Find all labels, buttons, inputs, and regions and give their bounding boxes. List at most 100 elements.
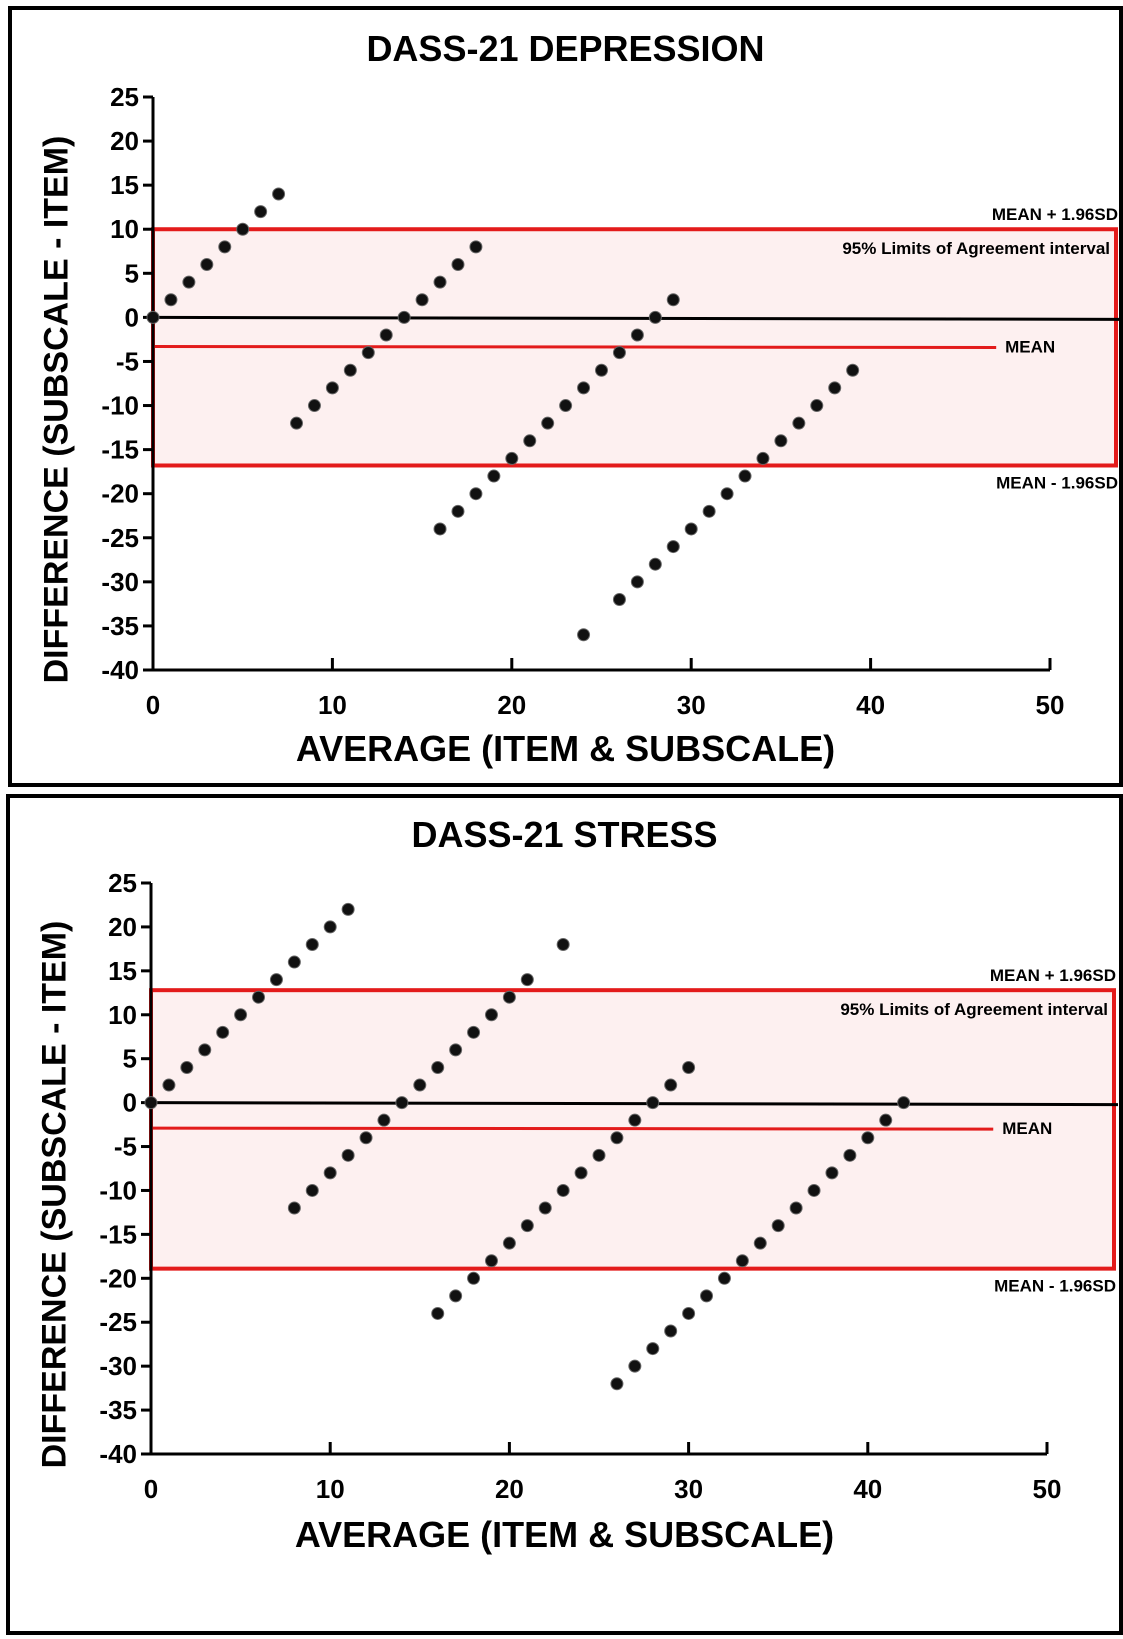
y-tick-label: -15 (99, 1219, 137, 1249)
data-point (701, 1290, 713, 1302)
data-point (201, 258, 213, 270)
zero-line (151, 1103, 1118, 1105)
data-point (291, 417, 303, 429)
y-tick-label: -30 (101, 567, 139, 597)
data-point (360, 1132, 372, 1144)
y-tick-label: -40 (99, 1439, 137, 1469)
data-point (826, 1167, 838, 1179)
data-point (575, 1167, 587, 1179)
data-point (596, 364, 608, 376)
x-tick-label: 0 (144, 1474, 158, 1504)
data-point (829, 382, 841, 394)
data-point (199, 1044, 211, 1056)
data-point (255, 206, 267, 218)
y-tick-label: 15 (108, 956, 137, 986)
data-point (273, 188, 285, 200)
data-point (611, 1378, 623, 1390)
interval-label: 95% Limits of Agreement interval (840, 1000, 1108, 1019)
data-point (308, 400, 320, 412)
y-tick-label: -15 (101, 435, 139, 465)
data-point (342, 903, 354, 915)
data-point (306, 1184, 318, 1196)
data-point (183, 276, 195, 288)
data-point (452, 258, 464, 270)
data-point (468, 1026, 480, 1038)
data-point (808, 1184, 820, 1196)
data-point (790, 1202, 802, 1214)
data-point (539, 1202, 551, 1214)
data-point (542, 417, 554, 429)
data-point (237, 223, 249, 235)
data-point (432, 1061, 444, 1073)
y-tick-label: -10 (101, 391, 139, 421)
y-axis-label: DIFFERENCE (SUBSCALE - ITEM) (38, 110, 77, 710)
data-point (739, 470, 751, 482)
y-tick-label: 0 (123, 1088, 137, 1118)
x-tick-label: 0 (146, 690, 160, 720)
data-point (649, 311, 661, 323)
data-point (631, 576, 643, 588)
x-tick-label: 40 (853, 1474, 882, 1504)
data-point (452, 505, 464, 517)
data-point (629, 1114, 641, 1126)
plot-area: 2520151050-5-10-15-20-25-30-35-400 10 20 30… (12, 10, 1123, 791)
data-point (665, 1325, 677, 1337)
data-point (434, 276, 446, 288)
plot-area: 2520151050-5-10-15-20-25-30-35-400 10 20 30… (10, 798, 1123, 1639)
mean-label: MEAN (1005, 337, 1055, 356)
data-point (757, 452, 769, 464)
data-point (811, 400, 823, 412)
y-tick-label: 20 (108, 912, 137, 942)
x-tick-label: 20 (497, 690, 526, 720)
data-point (772, 1220, 784, 1232)
y-tick-label: -35 (99, 1395, 137, 1425)
chart-panel-stress: DASS-21 STRESS 25 20 15 10 5 0 -5 -10 -15 -20 -25-… (6, 794, 1123, 1635)
data-point (485, 1009, 497, 1021)
data-point (683, 1061, 695, 1073)
data-point (288, 956, 300, 968)
data-point (613, 347, 625, 359)
data-point (665, 1079, 677, 1091)
data-point (667, 294, 679, 306)
y-tick-label: -25 (99, 1307, 137, 1337)
y-tick-label: 15 (110, 170, 139, 200)
data-point (647, 1343, 659, 1355)
x-tick-label: 20 (495, 1474, 524, 1504)
x-tick-label: 30 (674, 1474, 703, 1504)
data-point (506, 452, 518, 464)
x-tick-label: 40 (856, 690, 885, 720)
data-point (736, 1255, 748, 1267)
data-point (270, 974, 282, 986)
data-point (703, 505, 715, 517)
y-tick-label: 10 (110, 214, 139, 244)
y-tick-label: 5 (125, 258, 139, 288)
data-point (847, 364, 859, 376)
y-tick-label: -30 (99, 1351, 137, 1381)
x-tick-label: 30 (677, 690, 706, 720)
y-tick-label: 25 (110, 82, 139, 112)
y-tick-label: 25 (108, 868, 137, 898)
y-axis-label: DIFFERENCE (SUBSCALE - ITEM) (36, 895, 75, 1495)
data-point (557, 938, 569, 950)
data-point (288, 1202, 300, 1214)
data-point (235, 1009, 247, 1021)
data-point (560, 400, 572, 412)
upper-limit-label: MEAN + 1.96SD (992, 205, 1118, 224)
data-point (521, 1220, 533, 1232)
data-point (414, 1079, 426, 1091)
data-point (578, 382, 590, 394)
data-point (793, 417, 805, 429)
y-tick-label: -5 (116, 346, 139, 376)
y-tick-label: 10 (108, 1000, 137, 1030)
data-point (342, 1149, 354, 1161)
data-point (629, 1360, 641, 1372)
y-tick-label: -20 (99, 1263, 137, 1293)
x-axis-label: AVERAGE (ITEM & SUBSCALE) (10, 1514, 1119, 1556)
data-point (434, 523, 446, 535)
data-point (862, 1132, 874, 1144)
x-tick-label: 10 (318, 690, 347, 720)
data-point (147, 311, 159, 323)
data-point (880, 1114, 892, 1126)
data-point (324, 921, 336, 933)
data-point (631, 329, 643, 341)
